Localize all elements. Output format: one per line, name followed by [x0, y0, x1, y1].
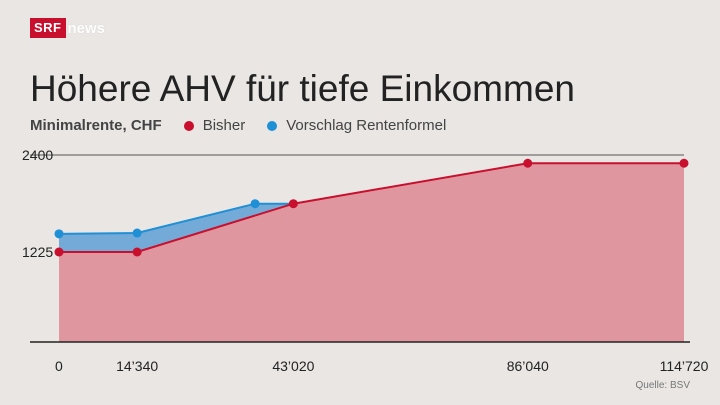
data-point-bisher-3: [523, 158, 533, 168]
x-tick-label-0: 0: [55, 358, 63, 374]
area-bisher: [59, 163, 684, 342]
srf-logo-box: SRF: [30, 18, 66, 38]
chart-title: Höhere AHV für tiefe Einkommen: [30, 68, 575, 109]
chart-subtitle: Minimalrente, CHF: [30, 117, 162, 134]
data-point-bisher-0: [54, 247, 64, 257]
data-point-bisher-4: [679, 158, 689, 168]
data-point-bisher-2: [288, 199, 298, 209]
legend-item-bisher: Bisher: [183, 117, 246, 134]
data-point-bisher-1: [132, 247, 142, 257]
area-vorschlag: [59, 203, 294, 252]
series-line-vorschlag: [58, 202, 294, 235]
legend-label-bisher: Bisher: [202, 117, 246, 134]
x-tick-label-86040: 86’040: [507, 358, 549, 374]
news-logo-text: news: [67, 19, 106, 37]
data-point-vorschlag-2: [250, 199, 260, 209]
srf-news-logo: SRF news: [30, 18, 105, 38]
subtitle-legend-row: Minimalrente, CHF Bisher Vorschlag Rente…: [30, 117, 446, 134]
legend-dot-bisher: [183, 120, 194, 131]
y-tick-label-1225: 1225: [22, 244, 53, 260]
data-point-vorschlag-0: [54, 229, 64, 239]
y-tick-label-2400: 2400: [22, 147, 53, 163]
legend-dot-vorschlag: [267, 120, 278, 131]
x-tick-label-114720: 114’720: [660, 358, 709, 374]
x-tick-label-14340: 14’340: [116, 358, 158, 374]
legend-label-vorschlag: Vorschlag Rentenformel: [286, 117, 447, 134]
x-tick-label-43020: 43’020: [272, 358, 314, 374]
data-point-vorschlag-1: [132, 228, 142, 238]
legend-item-vorschlag: Vorschlag Rentenformel: [267, 117, 446, 134]
source-note: Quelle: BSV: [635, 380, 690, 391]
